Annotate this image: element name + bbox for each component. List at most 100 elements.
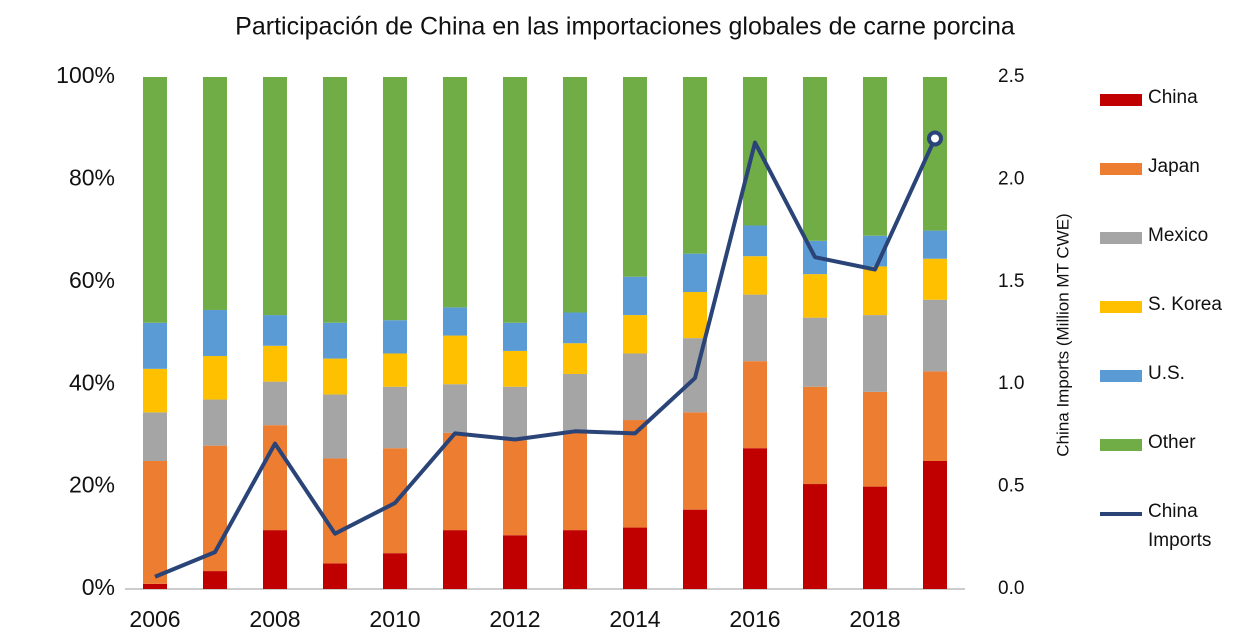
bar-segment: [623, 77, 647, 277]
bar-segment: [923, 461, 947, 589]
y-tick-label: 20%: [69, 472, 115, 498]
bar-segment: [203, 399, 227, 446]
bar-segment: [803, 77, 827, 241]
legend-item: Japan: [1100, 156, 1240, 226]
bar-segment: [863, 315, 887, 392]
legend-swatch: [1100, 163, 1142, 175]
bar-segment: [743, 294, 767, 362]
bar-segment: [563, 343, 587, 374]
bar-segment: [623, 353, 647, 421]
bar-segment: [623, 276, 647, 316]
bar-segment: [203, 77, 227, 310]
bar-segment: [143, 412, 167, 461]
bar-segment: [323, 322, 347, 359]
bar-segment: [803, 274, 827, 318]
legend-swatch: [1100, 301, 1142, 313]
bar-segment: [503, 440, 527, 536]
y2-tick-label: 2.0: [998, 168, 1024, 189]
bar-segment: [803, 317, 827, 387]
legend-label: U.S.: [1148, 363, 1185, 384]
y-tick-label: 100%: [56, 62, 115, 88]
legend-item: Mexico: [1100, 225, 1240, 295]
bar-segment: [683, 292, 707, 339]
bar-segment: [383, 553, 407, 589]
bar-segment: [863, 391, 887, 487]
bar-segment: [743, 256, 767, 295]
legend-swatch: [1100, 439, 1142, 451]
x-tick-label: 2008: [249, 606, 300, 632]
y-tick-label: 0%: [82, 574, 115, 600]
bar-segment: [923, 299, 947, 372]
bar-segment: [623, 527, 647, 589]
x-tick-label: 2018: [849, 606, 900, 632]
bar-segment: [263, 530, 287, 589]
legend-item: Other: [1100, 432, 1240, 502]
legend-swatch: [1100, 370, 1142, 382]
bar-segment: [443, 335, 467, 385]
bar-segment: [143, 322, 167, 369]
bar-segment: [443, 530, 467, 589]
bar-segment: [803, 484, 827, 589]
bar-segment: [743, 77, 767, 226]
bar-segment: [443, 384, 467, 433]
bar-segment: [143, 368, 167, 413]
bar-segment: [263, 315, 287, 346]
bar-segment: [503, 386, 527, 441]
y2-axis-label: China Imports (Million MT CWE): [1053, 213, 1072, 456]
legend-item: China: [1100, 87, 1240, 157]
bar-segment: [923, 230, 947, 259]
bar-segment: [263, 77, 287, 316]
legend-swatch: [1100, 512, 1142, 516]
bar-segment: [503, 322, 527, 351]
y2-tick-label: 0.5: [998, 476, 1024, 497]
legend-label: China: [1148, 87, 1198, 108]
legend-swatch: [1100, 232, 1142, 244]
bar-segment: [623, 315, 647, 354]
legend-item: U.S.: [1100, 363, 1240, 433]
bar-segment: [443, 307, 467, 336]
bar-segment: [563, 530, 587, 589]
bar-segment: [143, 461, 167, 584]
end-marker: [927, 130, 943, 147]
bar-segment: [323, 458, 347, 564]
bar-segment: [443, 77, 467, 308]
bar-segment: [923, 371, 947, 461]
bar-segment: [683, 77, 707, 254]
legend-label: S. Korea: [1148, 294, 1222, 315]
legend-item: China Imports: [1100, 501, 1240, 571]
y-tick-label: 60%: [69, 267, 115, 293]
x-tick-label: 2010: [369, 606, 420, 632]
legend-label: Mexico: [1148, 225, 1209, 246]
x-tick-label: 2014: [609, 606, 660, 632]
bar-segment: [563, 373, 587, 433]
legend-label: Japan: [1148, 156, 1200, 177]
bar-segment: [743, 361, 767, 449]
y2-tick-label: 0.0: [998, 578, 1024, 599]
y-tick-label: 80%: [69, 164, 115, 190]
bar-segment: [923, 258, 947, 300]
bar-segment: [863, 266, 887, 316]
bar-segment: [443, 432, 467, 531]
bar-segment: [323, 563, 347, 589]
x-tick-label: 2016: [729, 606, 780, 632]
bar-segment: [683, 509, 707, 589]
chart-title: Participación de China en las importacio…: [235, 13, 1015, 41]
bar-segment: [623, 420, 647, 528]
bar-segment: [683, 253, 707, 293]
bar-segment: [503, 535, 527, 589]
legend-swatch: [1100, 94, 1142, 106]
bar-segment: [683, 412, 707, 510]
x-tick-label: 2006: [129, 606, 180, 632]
bar-segment: [263, 345, 287, 382]
legend-label: China Imports: [1148, 501, 1212, 551]
bar-segment: [863, 77, 887, 236]
bar-segment: [203, 356, 227, 400]
bar-segment: [563, 432, 587, 531]
line: [154, 137, 937, 579]
bar-segment: [743, 448, 767, 589]
bar-segment: [563, 77, 587, 313]
bar-segment: [203, 309, 227, 357]
bar-segment: [323, 394, 347, 459]
